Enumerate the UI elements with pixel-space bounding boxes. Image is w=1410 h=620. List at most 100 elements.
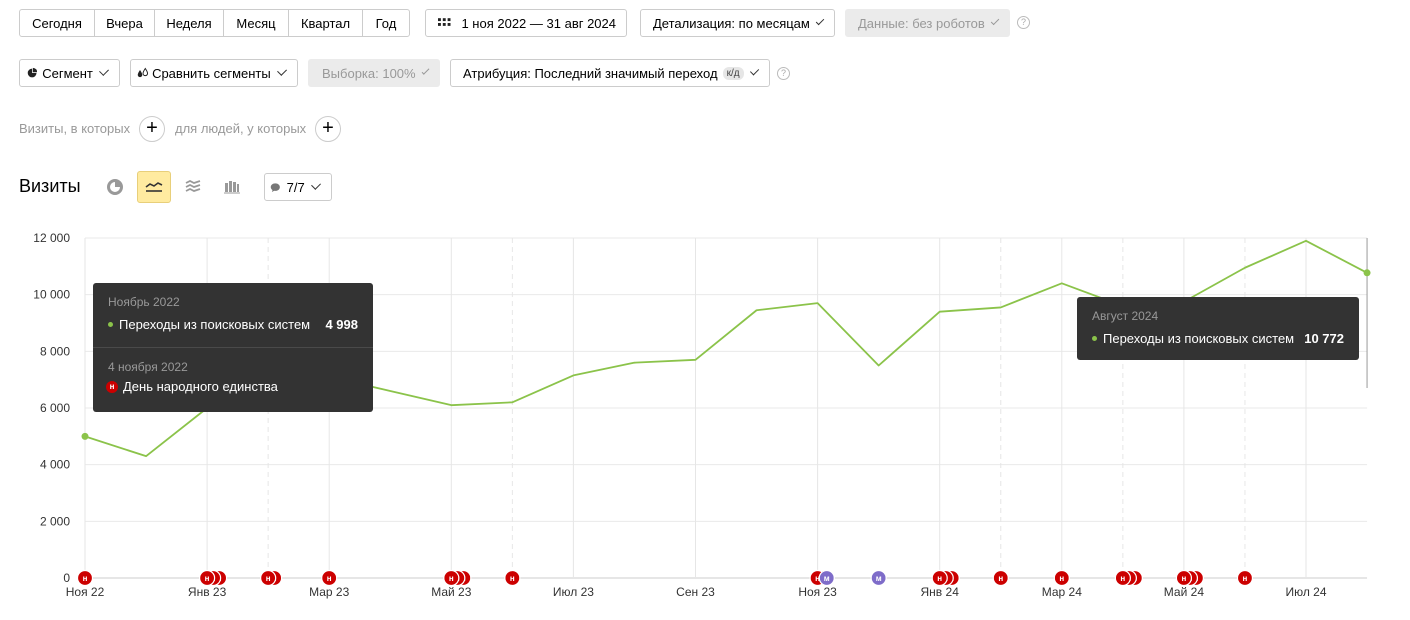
calendar-grid-icon	[438, 18, 451, 26]
x-tick-label: Мар 24	[1042, 585, 1082, 599]
marker-circle	[992, 569, 1009, 587]
tooltip-event-date: 4 ноября 2022	[108, 360, 188, 374]
help-icon[interactable]: ?	[777, 67, 790, 80]
help-icon[interactable]: ?	[1017, 16, 1030, 29]
marker-letter: н	[205, 574, 210, 583]
x-tick-label: Ноя 22	[66, 585, 105, 599]
tooltip-august-2024: Август 2024 Переходы из поисковых систем…	[1077, 297, 1359, 360]
tooltip-series-name: Переходы из поисковых систем	[119, 317, 311, 332]
marker-circle	[443, 569, 460, 587]
marker-circle	[321, 569, 338, 587]
tooltip-value: 10 772	[1304, 331, 1344, 346]
attribution-dropdown[interactable]: Атрибуция: Последний значимый переход к/…	[450, 59, 770, 87]
x-tick-label: Июл 23	[553, 585, 594, 599]
marker-circle	[260, 569, 277, 587]
holiday-marker-icon: н	[106, 380, 118, 393]
tooltip-series-name: Переходы из поисковых систем	[1103, 331, 1295, 346]
marker-letter: н	[266, 574, 271, 583]
chart-title: Визиты	[19, 176, 81, 196]
marker-letter: м	[824, 574, 830, 583]
add-visit-condition-button[interactable]: +	[139, 116, 165, 142]
marker-circle	[504, 569, 521, 587]
period-month-button[interactable]: Месяц	[223, 9, 289, 37]
x-tick-label: Сен 23	[676, 585, 715, 599]
annotations-count: 7/7	[286, 179, 305, 195]
compare-segments-dropdown[interactable]: Сравнить сегменты	[130, 59, 298, 87]
period-week-button[interactable]: Неделя	[154, 9, 224, 37]
marker-letter: н	[815, 574, 820, 583]
holiday-marker-icon[interactable]: н	[1175, 569, 1193, 587]
detail-dropdown[interactable]: Детализация: по месяцам	[640, 9, 835, 37]
holiday-marker-icon[interactable]: н	[1053, 569, 1070, 587]
marker-circle	[818, 569, 835, 587]
comment-icon	[270, 182, 280, 192]
attribution-label: Атрибуция: Последний значимый переход	[463, 65, 718, 81]
annotation-markers[interactable]: нннннннннннннммнннннннннннн	[76, 569, 1254, 587]
x-tick-label: Мар 23	[309, 585, 349, 599]
series-dot-icon	[108, 322, 113, 327]
marker-circle	[1236, 569, 1254, 587]
add-people-condition-button[interactable]: +	[315, 116, 341, 142]
x-tick-label: Янв 23	[188, 585, 227, 599]
marker-letter: н	[937, 574, 942, 583]
marker-letter: н	[510, 574, 515, 583]
holiday-marker-icon[interactable]: н	[76, 569, 94, 587]
marker-circle	[1114, 569, 1131, 587]
sample-dropdown[interactable]: Выборка: 100%	[308, 59, 440, 87]
holiday-marker-icon[interactable]: н	[931, 569, 948, 587]
y-tick-label: 0	[63, 571, 70, 585]
chevron-down-icon	[310, 179, 321, 191]
holiday-marker-icon[interactable]: н	[1236, 569, 1254, 587]
holiday-marker-icon[interactable]: н	[992, 569, 1009, 587]
period-year-button[interactable]: Год	[362, 9, 410, 37]
marker-letter: н	[83, 574, 88, 583]
tooltip-period: Ноябрь 2022	[108, 295, 180, 309]
marker-circle	[1053, 569, 1070, 587]
drops-icon	[137, 67, 149, 78]
y-tick-label: 2 000	[40, 514, 70, 528]
holiday-marker-icon[interactable]: н	[260, 569, 277, 587]
column-chart-type-button[interactable]	[215, 171, 249, 203]
tooltip-divider	[93, 347, 373, 348]
chevron-down-icon	[815, 16, 825, 26]
holiday-marker-icon[interactable]: н	[321, 569, 338, 587]
chevron-down-icon	[276, 65, 287, 77]
marker-letter: н	[1059, 574, 1064, 583]
line-chart-icon	[145, 182, 163, 192]
tooltip-series-row: Переходы из поисковых систем 4 998	[108, 317, 358, 332]
holiday-marker-icon[interactable]: н	[504, 569, 521, 587]
x-tick-label: Июл 24	[1285, 585, 1326, 599]
chevron-down-icon	[749, 66, 760, 76]
x-tick-label: Май 24	[1164, 585, 1205, 599]
period-button-group: Сегодня Вчера Неделя Месяц Квартал Год	[19, 9, 410, 37]
compare-segments-label: Сравнить сегменты	[152, 65, 271, 81]
marker-circle	[931, 569, 948, 587]
pie-chart-type-button[interactable]	[98, 171, 132, 203]
y-axis: 12 000 10 000 8 000 6 000 4 000 2 000 0	[33, 231, 70, 585]
segment-dropdown[interactable]: Сегмент	[19, 59, 120, 87]
y-tick-label: 12 000	[33, 231, 70, 245]
holiday-marker-icon[interactable]: н	[443, 569, 460, 587]
other-event-marker-icon[interactable]: м	[818, 569, 835, 587]
marker-letter: н	[1243, 574, 1248, 583]
period-quarter-button[interactable]: Квартал	[288, 9, 363, 37]
plus-icon: +	[146, 117, 158, 139]
pie-chart-icon	[27, 67, 38, 78]
x-tick-label: Янв 24	[921, 585, 960, 599]
annotations-dropdown[interactable]: 7/7	[264, 173, 332, 201]
area-chart-type-button[interactable]	[176, 171, 210, 203]
x-axis: Ноя 22 Янв 23 Мар 23 Май 23 Июл 23 Сен 23 Ноя …	[66, 585, 1327, 599]
visits-condition-label: Визиты, в которых	[19, 121, 131, 136]
marker-circle	[870, 569, 887, 587]
marker-letter: н	[998, 574, 1003, 583]
pie-chart-icon	[107, 179, 123, 195]
holiday-marker-icon[interactable]: н	[1114, 569, 1131, 587]
date-range-picker[interactable]: 1 ноя 2022 — 31 авг 2024	[425, 9, 627, 37]
period-today-button[interactable]: Сегодня	[19, 9, 95, 37]
holiday-marker-icon[interactable]: н	[199, 569, 216, 587]
line-chart-type-button[interactable]	[137, 171, 171, 203]
other-event-marker-icon[interactable]: м	[870, 569, 887, 587]
period-yesterday-button[interactable]: Вчера	[94, 9, 155, 37]
marker-letter: н	[327, 574, 332, 583]
data-filter-dropdown[interactable]: Данные: без роботов	[845, 9, 1010, 37]
